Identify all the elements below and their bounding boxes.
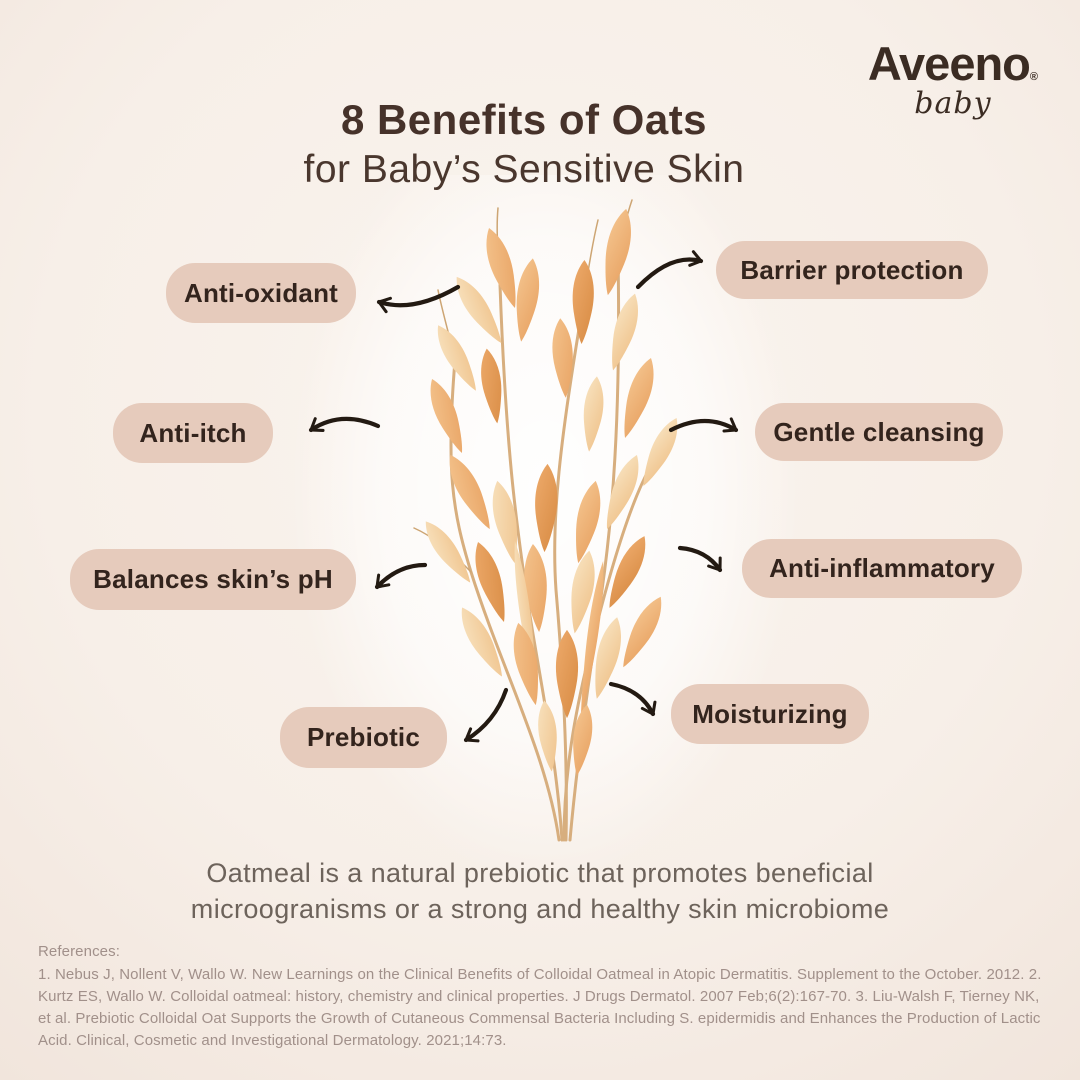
benefit-pill-balances-skin-ph: Balances skin’s pH — [70, 549, 356, 610]
aveeno-baby-logo: Aveeno® baby — [868, 40, 1038, 119]
title-line-1: 8 Benefits of Oats — [340, 96, 708, 143]
references-block: References: 1. Nebus J, Nollent V, Wallo… — [38, 941, 1050, 1052]
page-title: 8 Benefits of Oats for Baby’s Sensitive … — [0, 96, 1064, 192]
benefit-pill-moisturizing: Moisturizing — [671, 684, 869, 744]
benefit-pill-gentle-cleansing: Gentle cleansing — [755, 403, 1003, 461]
benefit-label: Gentle cleansing — [773, 416, 985, 447]
benefit-pill-barrier-protection: Barrier protection — [716, 241, 988, 299]
references-heading: References: — [38, 943, 120, 960]
benefit-pill-anti-oxidant: Anti-oxidant — [166, 263, 356, 323]
arrow-anti-inflammatory — [677, 545, 723, 573]
benefit-label: Moisturizing — [692, 698, 848, 729]
arrow-balances-ph — [374, 562, 428, 590]
arrow-anti-oxidant — [376, 284, 461, 314]
logo-sub-brand: baby — [914, 86, 992, 121]
arrow-gentle-cleansing — [668, 417, 739, 433]
arrow-anti-itch — [308, 416, 381, 433]
registered-trademark-icon: ® — [1029, 71, 1038, 83]
benefit-label: Prebiotic — [306, 722, 421, 752]
arrow-barrier-protection — [635, 250, 704, 290]
benefit-pill-prebiotic: Prebiotic — [280, 707, 447, 768]
logo-wordmark: Aveeno® — [867, 37, 1038, 90]
benefit-label: Anti-oxidant — [183, 277, 339, 308]
statement-line-2: microogranisms or a strong and healthy s… — [190, 893, 890, 924]
benefit-pill-anti-inflammatory: Anti-inflammatory — [742, 539, 1022, 598]
statement-text: Oatmeal is a natural prebiotic that prom… — [0, 856, 1080, 928]
arrow-prebiotic — [463, 687, 509, 743]
references-body: 1. Nebus J, Nollent V, Wallo W. New Lear… — [38, 966, 1042, 1050]
benefit-label: Anti-inflammatory — [769, 553, 995, 583]
benefit-pill-anti-itch: Anti-itch — [113, 403, 273, 463]
oat-stalks-image — [413, 199, 686, 842]
title-line-2: for Baby’s Sensitive Skin — [303, 148, 745, 191]
benefit-label: Barrier protection — [740, 254, 964, 285]
arrow-moisturizing — [608, 681, 657, 717]
statement-line-1: Oatmeal is a natural prebiotic that prom… — [206, 858, 874, 888]
benefit-label: Anti-itch — [139, 417, 247, 448]
benefit-label: Balances skin’s pH — [93, 564, 333, 594]
